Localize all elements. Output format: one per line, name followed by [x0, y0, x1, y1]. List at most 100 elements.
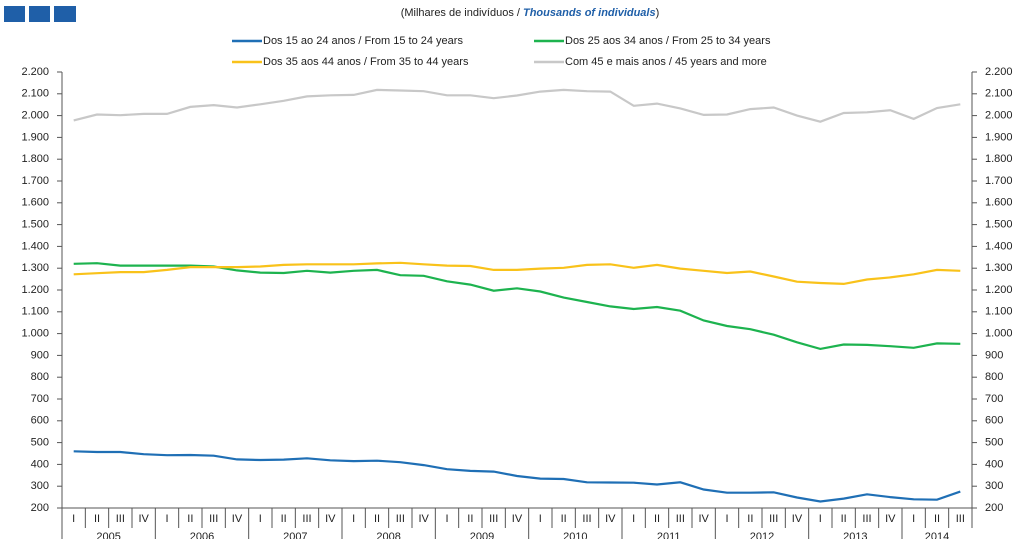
y2-tick-label: 1.000 — [985, 328, 1013, 340]
y-tick-label: 500 — [31, 437, 49, 449]
x-tick-label: I — [72, 513, 75, 525]
x-tick-label: IV — [232, 513, 243, 525]
y2-tick-label: 1.700 — [985, 175, 1013, 187]
year-label: 2006 — [190, 531, 214, 539]
y-tick-label: 300 — [31, 480, 49, 492]
y2-tick-label: 200 — [985, 502, 1003, 514]
x-tick-label: IV — [698, 513, 709, 525]
y-tick-label: 1.500 — [21, 219, 49, 231]
y-tick-label: 600 — [31, 415, 49, 427]
y2-tick-label: 1.600 — [985, 197, 1013, 209]
x-tick-label: II — [187, 513, 193, 525]
x-tick-label: IV — [885, 513, 896, 525]
x-tick-label: IV — [138, 513, 149, 525]
x-tick-label: I — [445, 513, 448, 525]
subtitle-part: ) — [656, 7, 660, 19]
x-tick-label: II — [281, 513, 287, 525]
x-tick-label: I — [352, 513, 355, 525]
x-tick-label: III — [862, 513, 871, 525]
logo-block — [54, 6, 76, 22]
y2-tick-label: 900 — [985, 349, 1003, 361]
y-tick-label: 2.000 — [21, 110, 49, 122]
y-tick-label: 1.400 — [21, 240, 49, 252]
x-tick-label: II — [841, 513, 847, 525]
y-tick-label: 1.300 — [21, 262, 49, 274]
x-tick-label: III — [676, 513, 685, 525]
y-tick-label: 1.600 — [21, 197, 49, 209]
year-label: 2014 — [925, 531, 949, 539]
series-line — [73, 262, 961, 351]
x-tick-label: III — [396, 513, 405, 525]
legend-label: Dos 15 ao 24 anos / From 15 to 24 years — [263, 35, 463, 47]
x-tick-label: I — [165, 513, 168, 525]
subtitle-part: (Milhares de indivíduos / — [401, 7, 523, 19]
y2-tick-label: 1.100 — [985, 306, 1013, 318]
year-label: 2008 — [376, 531, 400, 539]
y2-tick-label: 600 — [985, 415, 1003, 427]
y2-tick-label: 300 — [985, 480, 1003, 492]
x-tick-label: I — [259, 513, 262, 525]
year-label: 2010 — [563, 531, 587, 539]
series-line — [73, 261, 961, 286]
x-tick-label: III — [209, 513, 218, 525]
logo-block — [29, 6, 50, 22]
y2-tick-label: 1.400 — [985, 240, 1013, 252]
y2-tick-label: 2.200 — [985, 66, 1013, 78]
y-tick-label: 2.200 — [21, 66, 49, 78]
logo-block — [4, 6, 25, 22]
legend-label: Dos 25 aos 34 anos / From 25 to 34 years — [565, 35, 771, 47]
x-tick-label: II — [467, 513, 473, 525]
x-tick-label: IV — [512, 513, 523, 525]
y2-tick-label: 1.900 — [985, 131, 1013, 143]
x-tick-label: II — [747, 513, 753, 525]
x-tick-label: II — [374, 513, 380, 525]
legend-label: Com 45 e mais anos / 45 years and more — [565, 56, 767, 68]
x-tick-label: III — [116, 513, 125, 525]
x-tick-label: I — [819, 513, 822, 525]
year-label: 2011 — [657, 531, 681, 539]
x-tick-label: I — [725, 513, 728, 525]
y-tick-label: 200 — [31, 502, 49, 514]
y2-tick-label: 2.100 — [985, 88, 1013, 100]
y-tick-label: 900 — [31, 349, 49, 361]
y-tick-label: 1.200 — [21, 284, 49, 296]
subtitle: (Milhares de indivíduos / Thousands of i… — [401, 7, 660, 19]
x-tick-label: II — [561, 513, 567, 525]
x-tick-label: III — [489, 513, 498, 525]
x-tick-label: III — [769, 513, 778, 525]
x-tick-label: III — [582, 513, 591, 525]
y-tick-label: 1.700 — [21, 175, 49, 187]
series-line — [73, 450, 961, 503]
subtitle-part: Thousands of individuals — [523, 7, 656, 19]
x-tick-label: III — [956, 513, 965, 525]
y-tick-label: 1.000 — [21, 328, 49, 340]
y-tick-label: 1.900 — [21, 131, 49, 143]
x-tick-label: IV — [792, 513, 803, 525]
x-tick-label: I — [632, 513, 635, 525]
y2-tick-label: 1.300 — [985, 262, 1013, 274]
y2-tick-label: 500 — [985, 437, 1003, 449]
x-tick-label: IV — [605, 513, 616, 525]
y-tick-label: 400 — [31, 458, 49, 470]
year-label: 2005 — [96, 531, 120, 539]
y2-tick-label: 800 — [985, 371, 1003, 383]
y2-tick-label: 700 — [985, 393, 1003, 405]
y2-tick-label: 400 — [985, 458, 1003, 470]
y-tick-label: 1.800 — [21, 153, 49, 165]
x-tick-label: II — [94, 513, 100, 525]
year-label: 2007 — [283, 531, 307, 539]
y-tick-label: 2.100 — [21, 88, 49, 100]
y-tick-label: 800 — [31, 371, 49, 383]
y-tick-label: 700 — [31, 393, 49, 405]
year-label: 2013 — [843, 531, 867, 539]
x-tick-label: IV — [325, 513, 336, 525]
y2-tick-label: 1.800 — [985, 153, 1013, 165]
series-line — [73, 88, 961, 123]
x-tick-label: I — [539, 513, 542, 525]
x-tick-label: II — [934, 513, 940, 525]
y2-tick-label: 1.200 — [985, 284, 1013, 296]
year-label: 2012 — [750, 531, 774, 539]
y-tick-label: 1.100 — [21, 306, 49, 318]
legend-label: Dos 35 aos 44 anos / From 35 to 44 years — [263, 56, 469, 68]
